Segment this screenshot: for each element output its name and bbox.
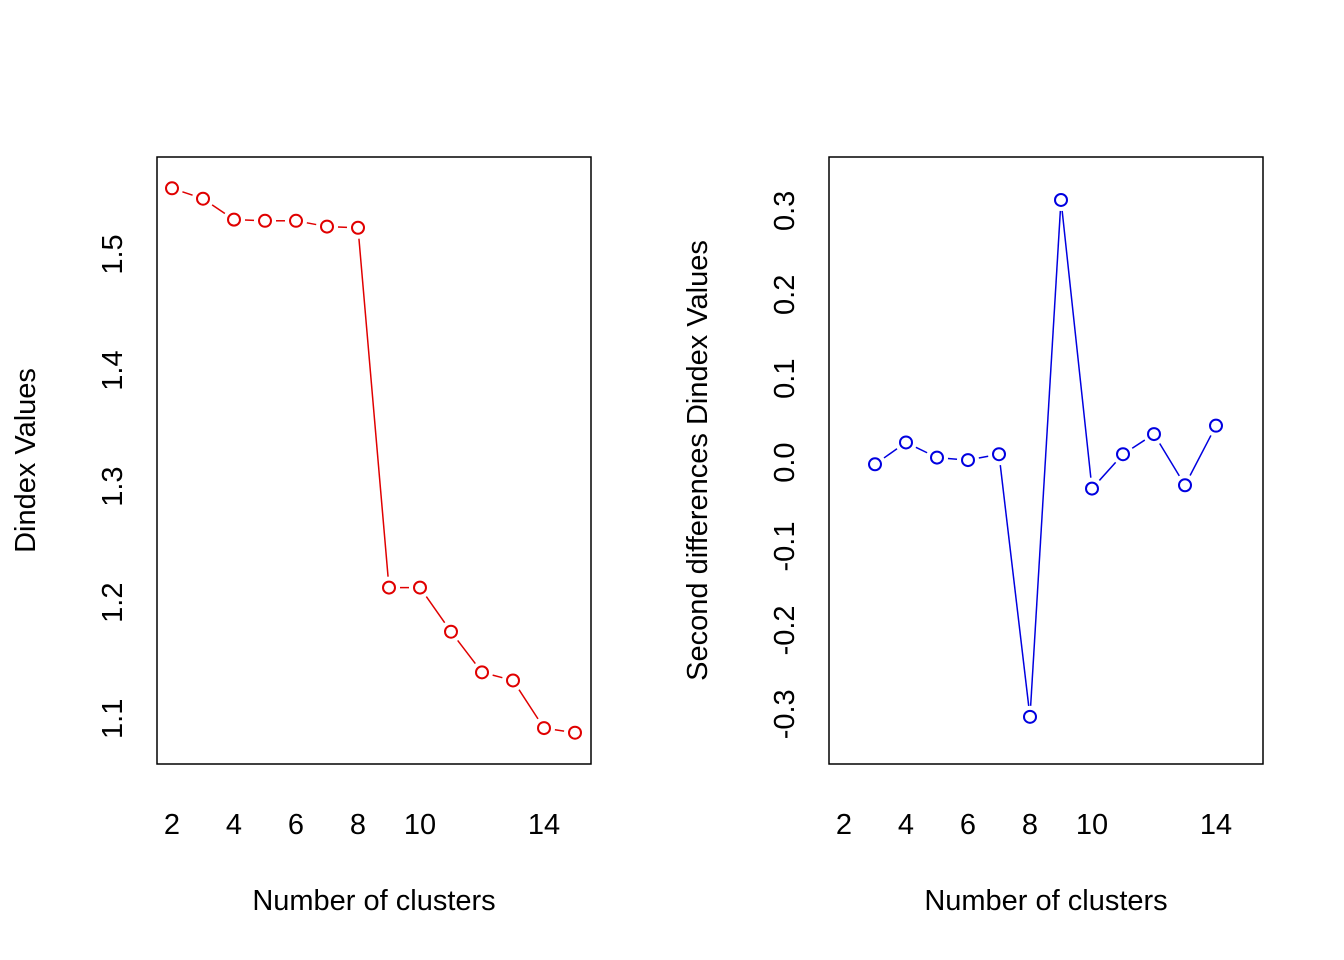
series-segment [425, 596, 446, 624]
data-point [258, 213, 272, 228]
series-segment [492, 674, 503, 679]
series-segment [1159, 443, 1180, 477]
data-point [506, 673, 520, 688]
x-tick-label: 14 [528, 809, 560, 841]
data-point [1178, 478, 1192, 493]
data-point [413, 580, 427, 595]
x-tick-label: 4 [226, 809, 242, 841]
data-point [899, 435, 913, 450]
series-segment [211, 204, 226, 215]
x-tick-label: 10 [1076, 809, 1108, 841]
series-segment [1029, 210, 1062, 706]
data-point [930, 450, 944, 465]
data-point [165, 181, 179, 196]
data-point [289, 213, 303, 228]
y-tick-label: 0.2 [769, 275, 801, 315]
x-tick-label: 8 [1022, 809, 1038, 841]
x-tick-label: 10 [404, 809, 436, 841]
series-segment [518, 689, 539, 720]
dindex-panel: 2 4 6 8 10 14 1.1 1.2 1.3 1.4 1.5 Number of cluster… [10, 156, 592, 917]
x-tick-label: 8 [350, 809, 366, 841]
series-segment [978, 455, 989, 459]
x-axis-title: Number of clusters [924, 885, 1167, 917]
series-segment [999, 465, 1030, 706]
data-point [444, 624, 458, 639]
data-point [1147, 427, 1161, 442]
data-point [1023, 709, 1037, 724]
data-point [382, 580, 396, 595]
x-tick-label: 14 [1200, 809, 1232, 841]
series-segment [358, 238, 389, 577]
data-point [868, 457, 882, 472]
x-tick-label: 2 [164, 809, 180, 841]
x-tick-label: 6 [288, 809, 304, 841]
series-segment [915, 446, 928, 454]
data-point [568, 725, 582, 740]
y-tick-label: -0.2 [769, 605, 801, 655]
data-point [1085, 481, 1099, 496]
series-segment [947, 457, 958, 460]
plot-frame [156, 156, 592, 765]
y-axis-title: Dindex Values [10, 368, 42, 553]
data-point [1054, 192, 1068, 207]
data-point [196, 191, 210, 206]
data-point [475, 665, 489, 680]
series-segment [306, 222, 317, 226]
data-point [537, 721, 551, 736]
plot-frame [828, 156, 1264, 765]
y-tick-label: 1.3 [97, 466, 129, 506]
x-tick-label: 2 [836, 809, 852, 841]
series-segment [1189, 435, 1212, 476]
series-segment [1131, 439, 1146, 449]
y-tick-label: 0.1 [769, 359, 801, 399]
y-axis-title: Second differences Dindex Values [682, 240, 714, 681]
y-tick-label: 0.3 [769, 191, 801, 231]
x-tick-label: 4 [898, 809, 914, 841]
data-point [961, 453, 975, 468]
y-tick-label: 1.2 [97, 583, 129, 623]
series-segment [1061, 210, 1092, 478]
data-point [227, 212, 241, 227]
y-tick-label: -0.3 [769, 689, 801, 739]
series-segment [457, 640, 476, 665]
series-segment [182, 191, 193, 196]
data-point [320, 219, 334, 234]
y-tick-label: 1.1 [97, 699, 129, 739]
data-point [351, 220, 365, 235]
series-segment [1098, 461, 1117, 481]
data-point [992, 447, 1006, 462]
x-axis-title: Number of clusters [252, 885, 495, 917]
x-tick-label: 6 [960, 809, 976, 841]
y-tick-label: -0.1 [769, 522, 801, 572]
y-tick-label: 0.0 [769, 442, 801, 482]
second-differences-panel: 2 4 6 8 10 14 -0.3 -0.2 -0.1 0.0 0.1 0.2 0.3 Number o… [682, 156, 1264, 917]
series-segment [554, 728, 565, 732]
data-point [1116, 447, 1130, 462]
y-tick-label: 1.5 [97, 234, 129, 274]
y-tick-label: 1.4 [97, 350, 129, 390]
series-segment [883, 448, 898, 459]
data-point [1209, 418, 1223, 433]
